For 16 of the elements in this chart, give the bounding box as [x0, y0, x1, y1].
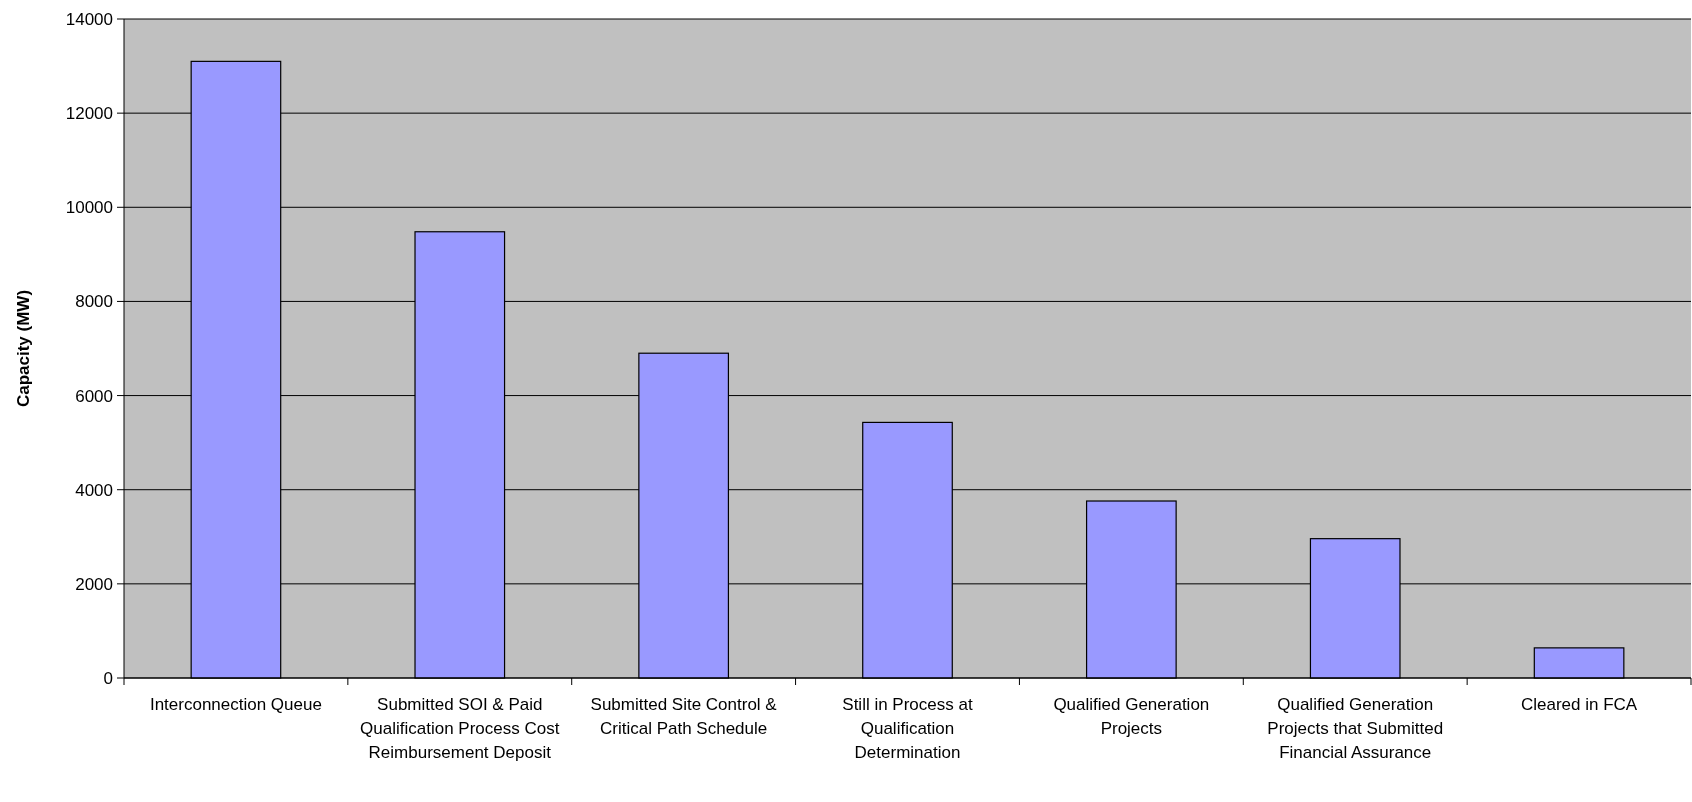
y-tick-label: 8000	[75, 292, 113, 312]
y-tick-label: 14000	[65, 9, 113, 29]
x-tick-label: Still in Process at Qualification Determination	[842, 695, 973, 762]
y-tick-label: 10000	[65, 198, 113, 218]
x-tick-label: Qualified Generation Projects that Submitted Financial Assurance	[1267, 695, 1444, 762]
x-tick-label: Interconnection Queue	[149, 695, 322, 714]
y-tick-label: 2000	[75, 574, 113, 594]
y-tick-label: 12000	[65, 104, 113, 124]
x-tick-label: Submitted SOI & Paid Qualification Process Cost Reimbursement Deposit	[360, 695, 560, 762]
y-tick-label: 6000	[75, 386, 113, 406]
y-axis-title: Capacity (MW)	[14, 289, 33, 408]
x-tick-label: Qualified Generation Projects	[1053, 695, 1210, 738]
x-tick-label: Submitted Site Control & Critical Path Schedule	[590, 695, 778, 738]
x-tick-label: Cleared in FCA	[1520, 695, 1638, 714]
y-tick-label: 0	[103, 668, 113, 688]
y-tick-label: 4000	[75, 480, 113, 500]
